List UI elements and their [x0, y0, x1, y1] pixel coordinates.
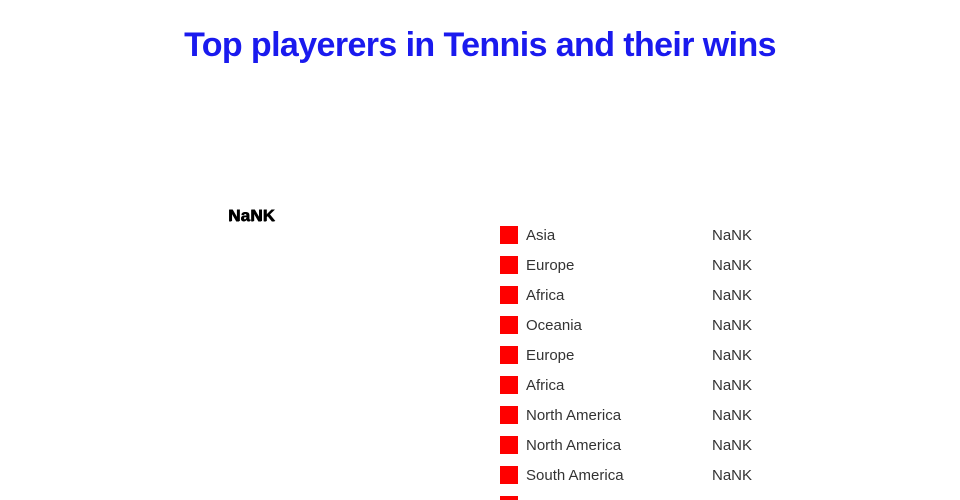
legend-marker-icon [500, 376, 518, 394]
legend-marker-icon [500, 496, 518, 500]
legend-item[interactable]: Africa NaNK [500, 376, 752, 394]
legend-item-label: Africa [526, 376, 565, 394]
legend-item[interactable]: North America NaNK [500, 406, 752, 424]
legend-item-value: NaNK [711, 346, 752, 364]
legend-marker-icon [500, 316, 518, 334]
legend-item[interactable] [500, 496, 752, 500]
legend-marker-icon [500, 286, 518, 304]
pie-value-label: NaNK [228, 206, 276, 225]
legend-item-value: NaNK [711, 376, 752, 394]
legend-item[interactable]: Africa NaNK [500, 286, 752, 304]
legend-item[interactable]: Europe NaNK [500, 346, 752, 364]
legend-marker-icon [500, 406, 518, 424]
legend-item-label: Europe [526, 256, 575, 274]
legend-item[interactable]: Oceania NaNK [500, 316, 752, 334]
legend-marker-icon [500, 226, 518, 244]
legend-item[interactable]: North America NaNK [500, 436, 752, 454]
legend-item-value: NaNK [711, 286, 752, 304]
legend-item-value: NaNK [711, 226, 752, 244]
legend-item-value: NaNK [711, 436, 752, 454]
legend-item-label: Europe [526, 346, 575, 364]
legend-item-value: NaNK [711, 256, 752, 274]
legend-item-value: NaNK [711, 466, 752, 484]
legend-item[interactable]: Asia NaNK [500, 226, 752, 244]
legend-marker-icon [500, 256, 518, 274]
legend-item-label: Oceania [526, 316, 582, 334]
legend-item-label: North America [526, 436, 622, 454]
legend-item[interactable]: Europe NaNK [500, 256, 752, 274]
legend-item[interactable]: South America NaNK [500, 466, 752, 484]
legend: Asia NaNK Europe NaNK Africa NaNK Oceani… [500, 226, 752, 500]
legend-item-value: NaNK [711, 316, 752, 334]
legend-item-label: Africa [526, 286, 565, 304]
chart-title: Top playerers in Tennis and their wins [184, 26, 776, 64]
legend-marker-icon [500, 346, 518, 364]
legend-marker-icon [500, 436, 518, 454]
legend-marker-icon [500, 466, 518, 484]
legend-item-label: North America [526, 406, 622, 424]
legend-item-label: South America [526, 466, 624, 484]
legend-item-value: NaNK [711, 406, 752, 424]
legend-item-label: Asia [526, 226, 556, 244]
